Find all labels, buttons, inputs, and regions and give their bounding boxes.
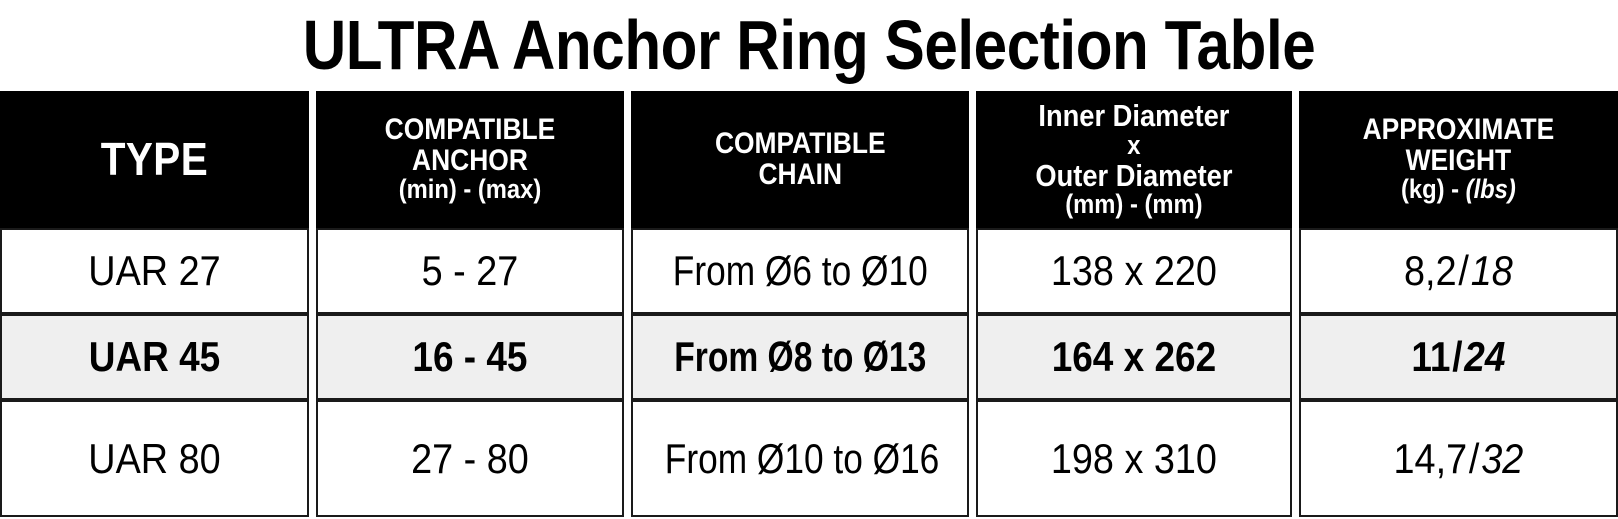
column-header-diameter-line4: (mm) - (mm): [1065, 189, 1203, 220]
cell-chain-value: From Ø6 to Ø10: [672, 247, 928, 294]
cell-diameter: 138 x 220: [976, 228, 1293, 314]
table-row: UAR 27 5 - 27 From Ø6 to Ø10 138 x 220 8…: [0, 228, 1618, 314]
page-title: ULTRA Anchor Ring Selection Table: [302, 6, 1316, 84]
cell-weight-lbs: 18: [1470, 247, 1513, 294]
cell-diameter: 164 x 262: [976, 314, 1293, 400]
column-header-approximate-weight: APPROXIMATE WEIGHT (kg) - (lbs): [1299, 91, 1618, 228]
cell-diameter: 198 x 310: [976, 400, 1293, 517]
cell-compatible-chain: From Ø8 to Ø13: [630, 314, 970, 400]
cell-weight-value: 8,2/18: [1322, 247, 1595, 295]
table-row: UAR 80 27 - 80 From Ø10 to Ø16 198 x 310…: [0, 400, 1618, 517]
column-header-anchor-line1: COMPATIBLE: [384, 112, 556, 146]
cell-type-value: UAR 27: [88, 247, 221, 294]
cell-anchor-value: 16 - 45: [412, 333, 528, 380]
column-header-chain-line1: COMPATIBLE: [714, 126, 886, 160]
cell-chain-value: From Ø10 to Ø16: [664, 434, 940, 482]
column-header-anchor-line3: (min) - (max): [398, 174, 542, 205]
selection-table: TYPE COMPATIBLE ANCHOR (min) - (max) COM…: [0, 91, 1618, 519]
cell-anchor-value: 27 - 80: [411, 434, 529, 482]
cell-compatible-anchor: 5 - 27: [315, 228, 624, 314]
column-header-type-label: TYPE: [100, 132, 209, 185]
column-header-weight-unit-kg: (kg) -: [1401, 174, 1466, 205]
cell-type: UAR 45: [0, 314, 309, 400]
cell-weight-separator: /: [1469, 434, 1480, 482]
column-header-weight-line1: APPROXIMATE: [1362, 112, 1555, 146]
cell-weight-value: 11/24: [1325, 333, 1591, 381]
cell-approximate-weight: 14,7/32: [1299, 400, 1618, 517]
column-header-weight-line3: (kg) - (lbs): [1324, 176, 1594, 204]
cell-type-value: UAR 80: [88, 434, 221, 482]
cell-weight-separator: /: [1452, 333, 1463, 380]
cell-type: UAR 27: [0, 228, 309, 314]
cell-weight-value: 14,7/32: [1322, 435, 1595, 483]
column-header-diameter-line3: Outer Diameter: [1035, 157, 1233, 193]
cell-diameter-value: 198 x 310: [1051, 434, 1218, 482]
cell-weight-lbs: 32: [1481, 434, 1524, 482]
cell-type-value: UAR 45: [88, 333, 221, 380]
table-row: UAR 45 16 - 45 From Ø8 to Ø13 164 x 262 …: [0, 314, 1618, 400]
cell-diameter-value: 138 x 220: [1051, 247, 1218, 294]
cell-weight-kg: 8,2: [1404, 247, 1457, 294]
column-header-diameter-line2: x: [1127, 129, 1141, 160]
table-header-row: TYPE COMPATIBLE ANCHOR (min) - (max) COM…: [0, 91, 1618, 228]
cell-type: UAR 80: [0, 400, 309, 517]
cell-approximate-weight: 8,2/18: [1299, 228, 1618, 314]
cell-approximate-weight: 11/24: [1299, 314, 1618, 400]
column-header-diameter: Inner Diameter x Outer Diameter (mm) - (…: [976, 91, 1293, 228]
column-header-weight-line2: WEIGHT: [1405, 143, 1512, 177]
cell-compatible-chain: From Ø6 to Ø10: [630, 228, 970, 314]
cell-weight-kg: 14,7: [1393, 434, 1468, 482]
cell-diameter-value: 164 x 262: [1052, 333, 1217, 380]
column-header-anchor-line2: ANCHOR: [411, 143, 528, 177]
cell-chain-value: From Ø8 to Ø13: [674, 333, 927, 380]
column-header-type: TYPE: [0, 91, 309, 228]
cell-weight-lbs: 24: [1464, 333, 1506, 380]
column-header-diameter-line1: Inner Diameter: [1038, 97, 1230, 133]
cell-compatible-chain: From Ø10 to Ø16: [630, 400, 970, 517]
column-header-compatible-anchor: COMPATIBLE ANCHOR (min) - (max): [315, 91, 624, 228]
column-header-compatible-chain: COMPATIBLE CHAIN: [630, 91, 970, 228]
column-header-chain-line2: CHAIN: [758, 157, 842, 191]
cell-anchor-value: 5 - 27: [421, 247, 519, 294]
column-header-weight-unit-lbs: (lbs): [1465, 174, 1517, 205]
cell-weight-kg: 11: [1411, 333, 1451, 380]
cell-weight-separator: /: [1458, 247, 1470, 294]
cell-compatible-anchor: 16 - 45: [315, 314, 624, 400]
cell-compatible-anchor: 27 - 80: [315, 400, 624, 517]
